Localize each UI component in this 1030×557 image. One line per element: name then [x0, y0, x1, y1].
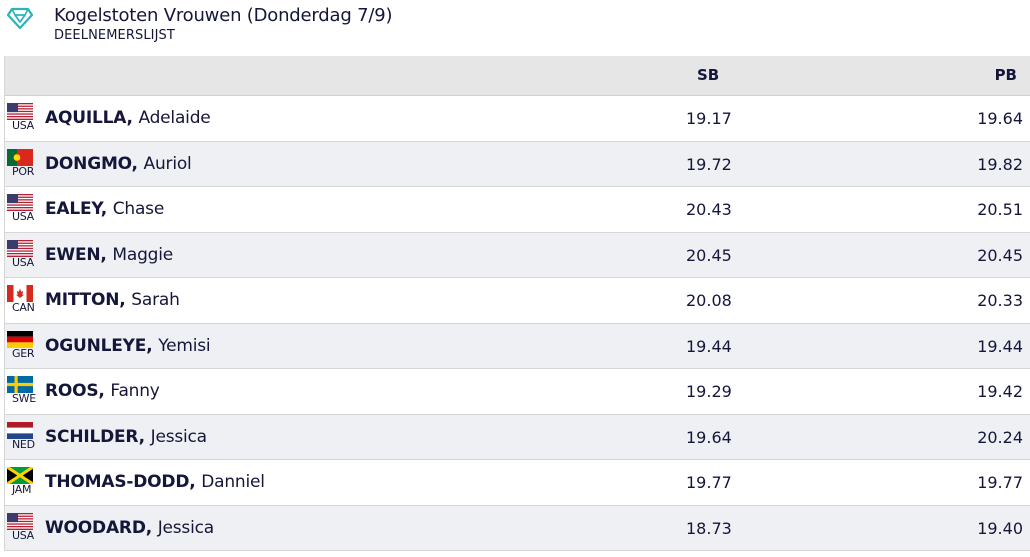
table-row[interactable]: NED SCHILDER, Jessica 19.64 20.24	[5, 414, 1030, 460]
athlete-last-name: DONGMO,	[45, 153, 138, 174]
table-row[interactable]: USA EWEN, Maggie 20.45 20.45	[5, 232, 1030, 278]
diamond-league-logo-icon	[7, 7, 33, 29]
portugal-flag-icon	[7, 148, 33, 166]
netherlands-flag-icon	[7, 421, 33, 439]
athlete-name[interactable]: AQUILLA, Adelaide	[45, 108, 211, 128]
season-best-value: 20.08	[686, 291, 732, 310]
country-code: POR	[12, 164, 35, 178]
personal-best-value: 19.42	[977, 382, 1023, 401]
personal-best-value: 20.24	[977, 427, 1023, 447]
personal-best-value: 20.33	[977, 291, 1023, 310]
country-code: USA	[12, 119, 34, 132]
page-header: Kogelstoten Vrouwen (Donderdag 7/9) DEEL…	[0, 0, 1030, 56]
usa-flag-icon	[7, 103, 33, 120]
season-best-value: 19.17	[686, 109, 732, 128]
usa-flag-icon	[7, 239, 33, 257]
season-best-value: 19.44	[686, 336, 732, 356]
athlete-first-name: Yemisi	[158, 335, 211, 356]
country-code: USA	[12, 528, 34, 542]
athlete-last-name: ROOS,	[45, 381, 105, 401]
table-row[interactable]: SWE ROOS, Fanny 19.29 19.42	[5, 369, 1030, 415]
country-code: USA	[12, 210, 34, 223]
athlete-first-name: Danniel	[201, 472, 265, 492]
table-row[interactable]: USA EALEY, Chase 20.43 20.51	[5, 187, 1030, 233]
country-code: CAN	[12, 301, 35, 314]
country-code: JAM	[12, 483, 32, 496]
athlete-name[interactable]: THOMAS-DODD, Danniel	[45, 472, 265, 492]
country-code: SWE	[12, 392, 36, 405]
athlete-name[interactable]: WOODARD, Jessica	[45, 518, 214, 538]
season-best-value: 18.73	[686, 518, 732, 538]
season-best-value: 19.72	[686, 154, 732, 174]
athlete-last-name: WOODARD,	[45, 517, 152, 538]
athlete-name[interactable]: EWEN, Maggie	[45, 245, 173, 265]
country-code: GER	[12, 346, 35, 360]
country-code: USA	[12, 255, 34, 269]
entry-list-table: SB PB USA AQUILLA, Adelaide 19.17 19.64 POR D…	[4, 56, 1030, 551]
athlete-last-name: EWEN,	[45, 244, 107, 265]
page-title: Kogelstoten Vrouwen (Donderdag 7/9)	[54, 5, 393, 26]
athlete-first-name: Adelaide	[138, 108, 211, 128]
personal-best-value: 20.51	[977, 200, 1023, 219]
athlete-last-name: SCHILDER,	[45, 426, 145, 447]
country-code: NED	[12, 437, 35, 451]
personal-best-value: 20.45	[977, 245, 1023, 265]
athlete-name[interactable]: MITTON, Sarah	[45, 290, 180, 310]
table-row[interactable]: GER OGUNLEYE, Yemisi 19.44 19.44	[5, 323, 1030, 369]
athlete-name[interactable]: EALEY, Chase	[45, 199, 164, 219]
personal-best-value: 19.82	[977, 154, 1023, 174]
athlete-name[interactable]: SCHILDER, Jessica	[45, 427, 207, 447]
table-row[interactable]: CAN MITTON, Sarah 20.08 20.33	[5, 278, 1030, 324]
column-header-pb[interactable]: PB	[994, 66, 1017, 84]
table-row[interactable]: JAM THOMAS-DODD, Danniel 19.77 19.77	[5, 460, 1030, 506]
personal-best-value: 19.64	[977, 109, 1023, 128]
athlete-first-name: Jessica	[150, 426, 207, 447]
table-row[interactable]: POR DONGMO, Auriol 19.72 19.82	[5, 141, 1030, 187]
table-header: SB PB	[5, 56, 1030, 96]
season-best-value: 19.64	[686, 427, 732, 447]
athlete-first-name: Auriol	[143, 153, 192, 174]
athlete-first-name: Jessica	[157, 517, 214, 538]
athlete-name[interactable]: DONGMO, Auriol	[45, 154, 192, 174]
table-body: USA AQUILLA, Adelaide 19.17 19.64 POR DONGMO,…	[5, 96, 1030, 551]
jamaica-flag-icon	[7, 467, 33, 484]
athlete-first-name: Maggie	[112, 244, 174, 265]
canada-flag-icon	[7, 285, 33, 302]
page-subtitle: DEELNEMERSLIJST	[54, 28, 175, 43]
athlete-first-name: Fanny	[110, 381, 160, 401]
usa-flag-icon	[7, 194, 33, 211]
athlete-name[interactable]: OGUNLEYE, Yemisi	[45, 335, 211, 356]
column-header-sb[interactable]: SB	[697, 66, 720, 84]
athlete-first-name: Chase	[112, 199, 165, 219]
athlete-last-name: OGUNLEYE,	[45, 335, 153, 356]
season-best-value: 20.45	[686, 245, 732, 265]
personal-best-value: 19.40	[977, 518, 1023, 538]
table-row[interactable]: USA AQUILLA, Adelaide 19.17 19.64	[5, 96, 1030, 142]
athlete-last-name: AQUILLA,	[45, 108, 133, 128]
season-best-value: 20.43	[686, 200, 732, 219]
personal-best-value: 19.77	[977, 473, 1023, 492]
athlete-first-name: Sarah	[131, 290, 180, 310]
season-best-value: 19.29	[686, 382, 732, 401]
athlete-name[interactable]: ROOS, Fanny	[45, 381, 160, 401]
table-row[interactable]: USA WOODARD, Jessica 18.73 19.40	[5, 505, 1030, 551]
germany-flag-icon	[7, 330, 33, 348]
athlete-last-name: THOMAS-DODD,	[45, 472, 196, 492]
usa-flag-icon	[7, 512, 33, 530]
personal-best-value: 19.44	[977, 336, 1023, 356]
sweden-flag-icon	[7, 376, 33, 393]
season-best-value: 19.77	[686, 473, 732, 492]
athlete-last-name: EALEY,	[45, 199, 107, 219]
athlete-last-name: MITTON,	[45, 290, 126, 310]
